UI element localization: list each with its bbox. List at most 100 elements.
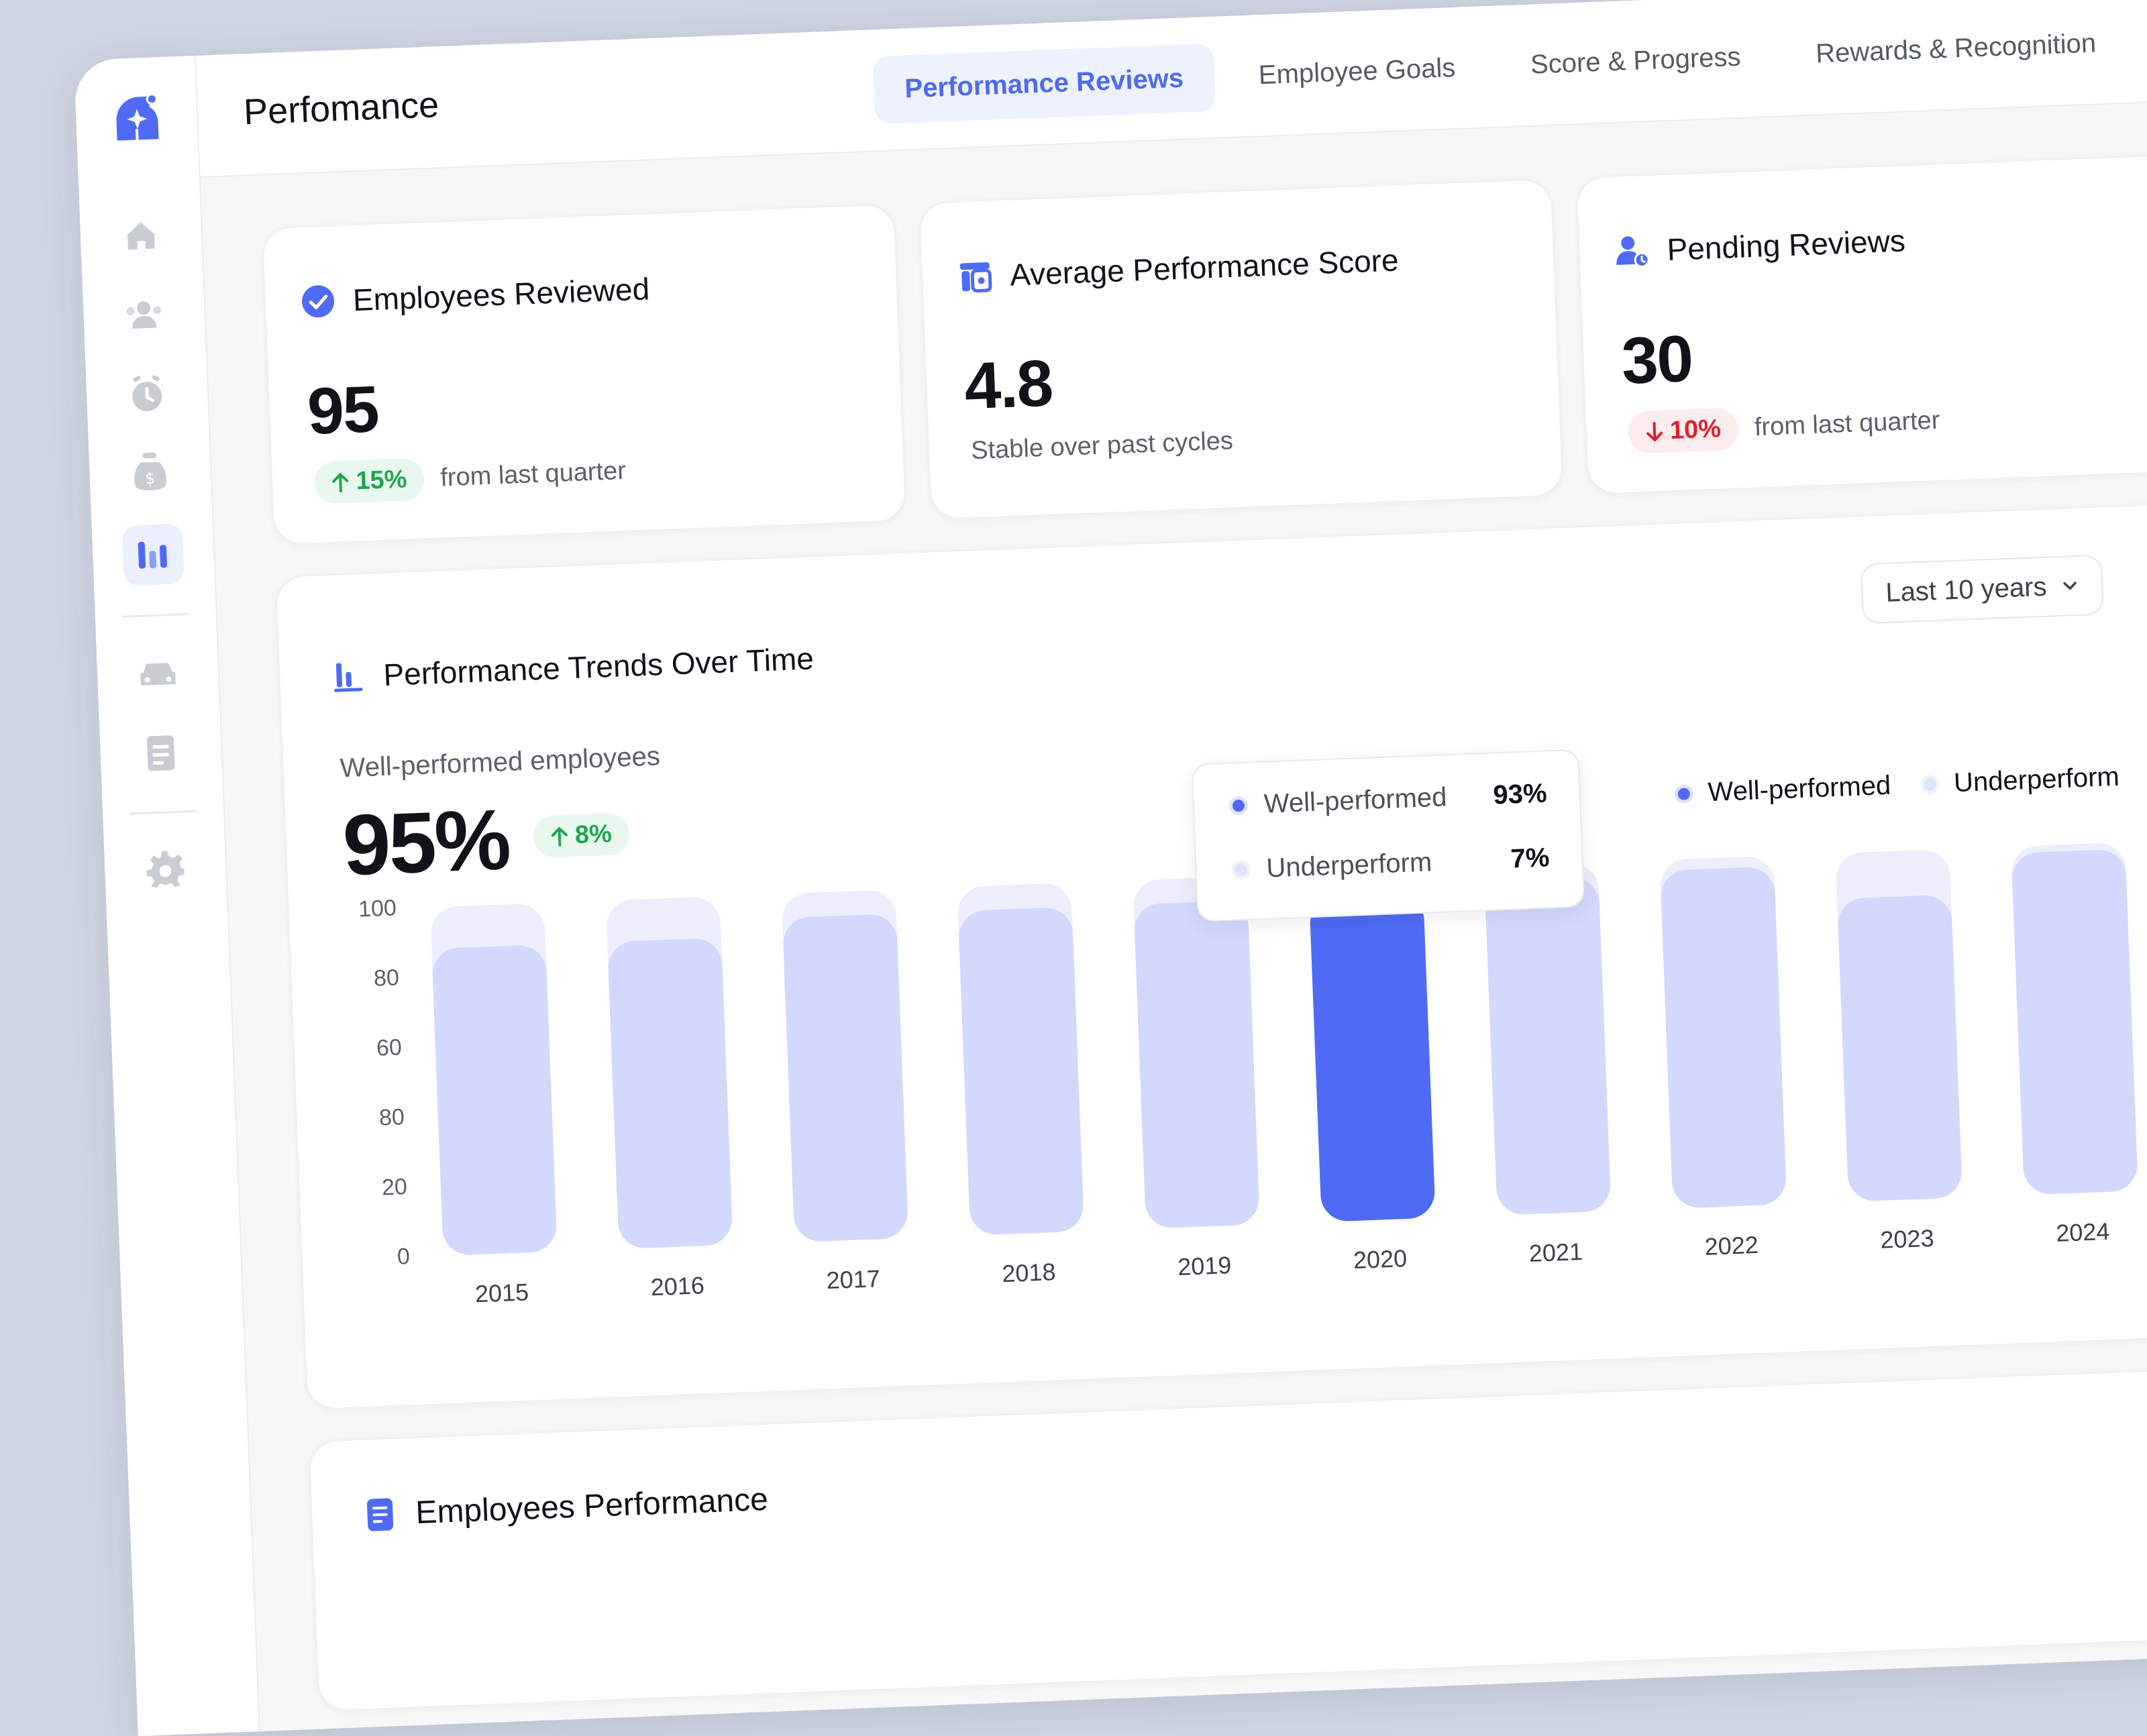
bar-well-performed-2023[interactable]	[1836, 894, 1963, 1202]
x-axis-tick: 2019	[1177, 1251, 1233, 1281]
legend-item-underperform[interactable]: Underperform	[1920, 761, 2120, 800]
stat-note: from last quarter	[439, 456, 627, 492]
top-bar: Perfomance Performance Reviews Employee …	[74, 0, 2147, 182]
stat-note: from last quarter	[1754, 406, 1941, 442]
stat-card-pending-reviews: Pending Reviews 30 10% from last quarter	[1575, 152, 2147, 495]
stat-card-header: Pending Reviews	[1614, 222, 1906, 270]
tooltip-label: Underperform	[1265, 847, 1432, 883]
bar-well-performed-2016[interactable]	[607, 938, 733, 1250]
bar-well-performed-2024[interactable]	[2011, 849, 2138, 1195]
tab-score-progress[interactable]: Score & Progress	[1530, 42, 1742, 80]
change-value: 15%	[355, 465, 408, 496]
range-dropdown[interactable]: Last 10 years	[1860, 554, 2104, 625]
x-axis-tick: 2022	[1704, 1230, 1759, 1260]
section-header: Employees Performance	[364, 1481, 769, 1533]
arrow-up-icon	[551, 826, 568, 847]
tooltip-dot-well	[1228, 796, 1249, 816]
x-axis-tick: 2018	[1001, 1258, 1057, 1288]
stat-value: 95	[306, 372, 380, 448]
stat-card-header: Employees Reviewed	[300, 270, 650, 320]
bar-well-performed-2015[interactable]	[431, 944, 558, 1256]
chevron-down-icon	[2063, 582, 2077, 590]
bar-well-performed-2019[interactable]	[1133, 900, 1260, 1229]
sidebar-item-people[interactable]	[113, 284, 175, 346]
score-icon	[959, 262, 992, 293]
chart-tooltip: Well-performed 93% Underperform 7%	[1191, 749, 1585, 922]
app-window: Perfomance Performance Reviews Employee …	[74, 0, 2147, 1736]
sidebar-divider	[129, 810, 197, 815]
x-axis-tick: 2015	[474, 1278, 529, 1308]
chart-title: Performance Trends Over Time	[382, 641, 815, 692]
sidebar-item-payroll[interactable]: $	[119, 441, 181, 504]
logo-icon	[116, 93, 159, 141]
tooltip-row-well: Well-performed 93%	[1228, 779, 1547, 821]
sidebar-item-settings[interactable]	[134, 837, 197, 900]
stat-card-title: Employees Reviewed	[352, 271, 651, 318]
stat-value: 30	[1620, 321, 1693, 398]
sidebar-item-time[interactable]	[115, 362, 178, 425]
metric-change-badge: 8%	[532, 812, 630, 859]
stat-card-average-score: Average Performance Score 4.8 Stable ove…	[919, 178, 1564, 521]
change-badge: 10%	[1627, 407, 1740, 454]
stat-footer: Stable over past cycles	[971, 427, 1234, 466]
people-icon	[126, 301, 162, 329]
tab-performance-reviews[interactable]: Performance Reviews	[872, 43, 1216, 125]
list-document-icon	[366, 1498, 394, 1531]
x-axis-tick: 2021	[1528, 1237, 1583, 1268]
check-circle-icon	[302, 285, 335, 318]
tab-employee-goals[interactable]: Employee Goals	[1258, 52, 1457, 91]
legend-label: Underperform	[1953, 761, 2120, 798]
logo[interactable]	[74, 56, 201, 181]
user-clock-icon	[1616, 236, 1650, 268]
stat-footer: 10% from last quarter	[1627, 400, 1941, 454]
y-axis-tick: 80	[373, 965, 400, 991]
tooltip-value: 7%	[1510, 843, 1551, 874]
tooltip-value: 93%	[1492, 778, 1548, 810]
stat-value: 4.8	[963, 345, 1053, 423]
metric-value: 95%	[341, 792, 511, 894]
stat-card-title: Pending Reviews	[1666, 223, 1906, 268]
y-axis-tick: 100	[358, 895, 397, 922]
sidebar-item-fleet[interactable]	[127, 643, 189, 705]
y-axis-tick: 60	[376, 1034, 403, 1061]
page-title: Perfomance	[243, 85, 440, 133]
chart-header: Performance Trends Over Time	[332, 640, 815, 695]
bar-chart-icon	[138, 541, 167, 569]
sidebar-item-documents[interactable]	[129, 722, 192, 784]
sidebar: $	[78, 176, 260, 1736]
bar-well-performed-2017[interactable]	[782, 914, 909, 1243]
arrow-up-icon	[332, 472, 349, 492]
sidebar-item-home[interactable]	[109, 205, 172, 267]
tab-bar: Performance Reviews Employee Goals Score…	[872, 9, 2128, 125]
x-axis-tick: 2016	[650, 1271, 705, 1301]
x-axis-tick: 2017	[825, 1264, 881, 1295]
x-axis-tick: 2023	[1879, 1224, 1935, 1254]
legend-item-well-performed[interactable]: Well-performed	[1674, 771, 1891, 809]
tooltip-dot-under	[1231, 860, 1251, 880]
sidebar-item-performance[interactable]	[121, 523, 185, 586]
bar-well-performed-2021[interactable]	[1484, 876, 1612, 1215]
metric-change-value: 8%	[574, 820, 613, 850]
bar-well-performed-2018[interactable]	[957, 907, 1085, 1236]
home-icon	[127, 222, 155, 250]
trend-chart-icon	[334, 663, 363, 692]
stat-card-title: Average Performance Score	[1009, 242, 1400, 292]
gear-icon	[146, 851, 185, 888]
chart-legend: Well-performed Underperform	[1674, 762, 2120, 809]
performance-trends-card: Performance Trends Over Time Last 10 yea…	[274, 501, 2147, 1411]
stat-footer: 15% from last quarter	[313, 450, 627, 504]
stat-note: Stable over past cycles	[970, 427, 1234, 466]
range-value: Last 10 years	[1885, 572, 2048, 608]
stat-card-header: Average Performance Score	[957, 241, 1399, 294]
y-axis-tick: 20	[381, 1174, 408, 1201]
stat-card-employees-reviewed: Employees Reviewed 95 15% from last quar…	[261, 203, 907, 546]
sidebar-divider	[121, 613, 189, 618]
tab-rewards-recognition[interactable]: Rewards & Recognition	[1815, 28, 2097, 69]
tooltip-row-under: Underperform 7%	[1231, 843, 1550, 885]
legend-dot-under	[1920, 774, 1940, 794]
bar-well-performed-2020[interactable]	[1309, 893, 1436, 1222]
bar-well-performed-2022[interactable]	[1660, 866, 1787, 1209]
change-value: 10%	[1669, 415, 1722, 445]
metric-label: Well-performed employees	[339, 741, 661, 783]
y-axis-tick: 0	[397, 1244, 411, 1270]
